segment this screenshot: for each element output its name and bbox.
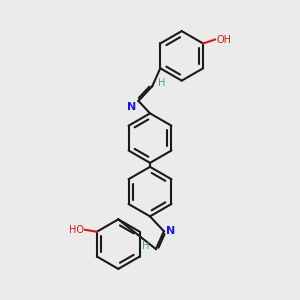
Text: N: N xyxy=(166,226,175,236)
Text: H: H xyxy=(158,78,166,88)
Text: H: H xyxy=(142,241,149,251)
Text: N: N xyxy=(127,102,136,112)
Text: OH: OH xyxy=(216,34,231,44)
Text: HO: HO xyxy=(69,225,84,235)
